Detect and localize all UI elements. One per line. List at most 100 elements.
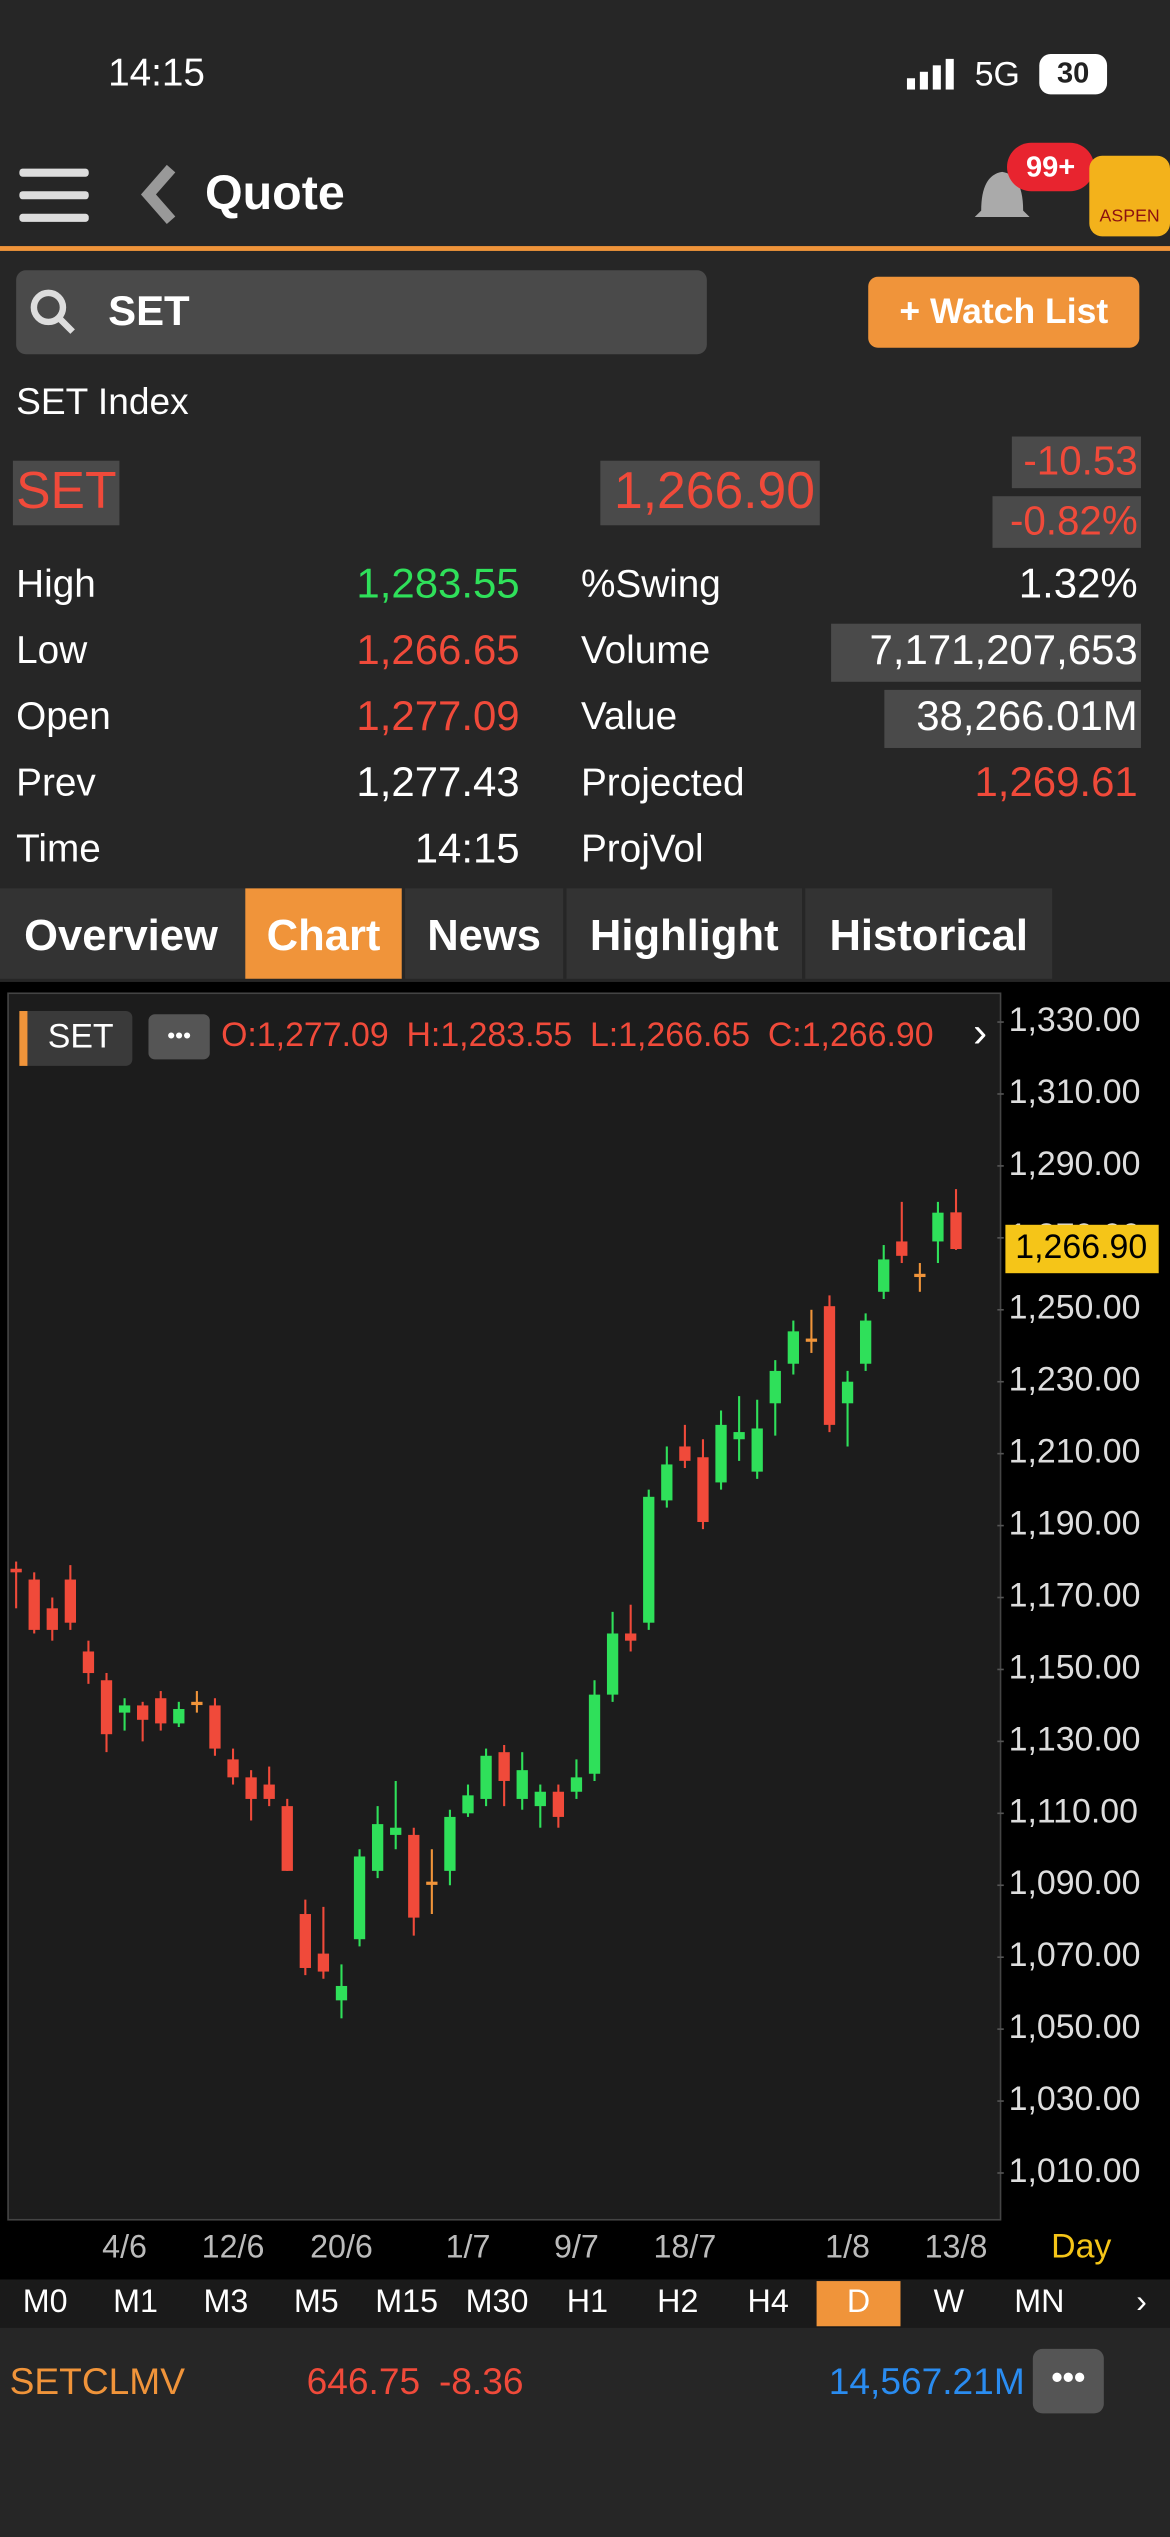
back-button[interactable] (140, 164, 176, 224)
brand-logo[interactable] (1089, 155, 1170, 237)
search-icon-handle (57, 316, 75, 334)
timeframe[interactable]: M0 (23, 2283, 68, 2319)
search-query: SET (108, 287, 190, 334)
ticker-menu[interactable] (1032, 2348, 1104, 2414)
timeframe-bar (0, 2279, 1170, 2328)
y-tick-label: 1,230.00 (1009, 1361, 1141, 1399)
ticker-value: 14,567.21M (829, 2360, 1025, 2402)
timeframe[interactable]: D (847, 2283, 870, 2319)
tab[interactable]: Chart (267, 912, 381, 960)
stat-highlight (884, 689, 1141, 748)
tab-separator (401, 888, 406, 979)
header-arrow[interactable]: › (973, 1008, 987, 1055)
quote-change: -10.53 (1023, 438, 1137, 484)
tab[interactable]: Historical (829, 912, 1028, 960)
stat-label: Low (16, 629, 88, 672)
candle-body (408, 1834, 420, 1918)
chart-menu-dots: ••• (167, 1023, 191, 1048)
badge-count: 99+ (1026, 151, 1075, 183)
stat-value: 14:15 (415, 824, 520, 871)
network: 5G (975, 56, 1020, 94)
candle-body (516, 1770, 528, 1799)
candle-body (371, 1824, 384, 1871)
timeframe[interactable]: M3 (204, 2283, 249, 2319)
timeframe[interactable]: H4 (748, 2283, 789, 2319)
quote-symbol: SET (16, 461, 116, 519)
tab-separator (563, 888, 567, 979)
candle-body (227, 1759, 239, 1778)
candle-body (137, 1705, 149, 1720)
y-tick-label: 1,290.00 (1009, 1145, 1141, 1183)
candle-body (444, 1816, 456, 1871)
timeframe[interactable]: M15 (375, 2283, 438, 2319)
tab[interactable]: News (427, 912, 541, 960)
timeframe[interactable]: M5 (294, 2283, 339, 2319)
plot-area (7, 992, 1002, 2221)
candle-body (606, 1633, 619, 1695)
tab[interactable]: Overview (24, 912, 218, 960)
candle-body (787, 1331, 799, 1364)
candle-body (932, 1212, 944, 1242)
tab-bar (0, 888, 1053, 979)
page-title: Quote (205, 166, 345, 220)
timeframe[interactable]: H1 (567, 2283, 608, 2319)
candle-body (805, 1338, 818, 1342)
candle-body (462, 1795, 474, 1814)
stat-label: Time (16, 827, 101, 870)
candle-body (859, 1320, 872, 1364)
ticker-symbol: SETCLMV (10, 2360, 186, 2402)
chart-menu[interactable] (148, 1014, 210, 1060)
last-bg (600, 460, 820, 526)
stat-value: 1.32% (1019, 560, 1138, 607)
change-pct-bg (992, 496, 1141, 548)
candle-body (733, 1432, 745, 1440)
y-tick-label: 1,030.00 (1009, 2080, 1141, 2118)
candle-body (173, 1709, 185, 1724)
stat-value: 1,277.43 (356, 758, 519, 805)
timeframe[interactable]: MN (1014, 2283, 1064, 2319)
change-bg (1011, 436, 1141, 489)
candle-body (661, 1464, 673, 1501)
y-tick-label: 1,130.00 (1009, 1720, 1141, 1758)
period-label: Day (1051, 2228, 1111, 2266)
stat-label: Open (16, 695, 111, 738)
ticker-change: -8.36 (439, 2360, 524, 2402)
candle-body (299, 1914, 311, 1968)
ohlc-label: L:1,266.65 (590, 1016, 750, 1054)
candle-body (281, 1806, 293, 1871)
candle-body (697, 1457, 709, 1522)
menu-button[interactable] (19, 168, 89, 222)
symbol-chip (19, 1011, 133, 1066)
stat-label: ProjVol (581, 827, 704, 870)
stat-value: 1,266.65 (356, 626, 519, 673)
timeframe[interactable]: H2 (657, 2283, 698, 2319)
timeframe-more[interactable]: › (1136, 2283, 1147, 2319)
timeframe[interactable]: M1 (113, 2283, 158, 2319)
battery-level: 30 (1057, 58, 1089, 90)
tab-separator (802, 888, 806, 979)
ohlc-label: C:1,266.90 (768, 1016, 934, 1054)
candle-body (534, 1791, 546, 1807)
timeframe[interactable]: W (934, 2283, 965, 2319)
timeframe[interactable]: M30 (466, 2283, 529, 2319)
y-tick-label: 1,250.00 (1009, 1289, 1141, 1327)
stat-label: Value (581, 695, 677, 738)
watch-list-label: + Watch List (899, 291, 1108, 331)
watch-list-button[interactable] (868, 276, 1140, 348)
search-icon (30, 289, 67, 326)
stat-value: 7,171,207,653 (870, 626, 1138, 673)
search-box[interactable] (16, 270, 707, 355)
status-time: 14:15 (108, 51, 205, 94)
y-tick-label: 1,090.00 (1009, 1864, 1141, 1902)
x-tick-label: 1/8 (825, 2228, 870, 2264)
y-tick-label: 1,150.00 (1009, 1648, 1141, 1686)
last-price-label: 1,266.90 (1015, 1228, 1147, 1266)
candle-body (588, 1694, 601, 1774)
tab[interactable]: Highlight (590, 912, 779, 960)
stat-label: High (16, 563, 96, 606)
battery (1039, 54, 1108, 95)
y-tick-label: 1,170.00 (1009, 1576, 1141, 1614)
symbol-bg (12, 460, 120, 526)
